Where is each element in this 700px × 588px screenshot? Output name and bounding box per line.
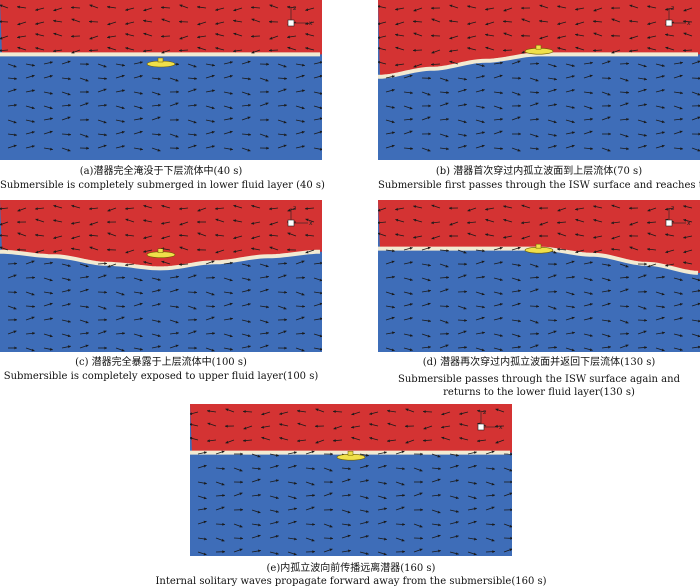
flow-field-c: zx xyxy=(0,200,322,352)
upper-layer xyxy=(0,200,322,269)
submersible xyxy=(146,57,176,68)
caption-en-a: Submersible is completely submerged in l… xyxy=(0,180,325,191)
caption-en-b: Submersible first passes through the ISW… xyxy=(378,180,700,191)
upper-layer xyxy=(0,0,322,55)
svg-text:x: x xyxy=(309,20,313,27)
velocity-vectors xyxy=(0,4,322,152)
upper-layer xyxy=(190,404,512,453)
velocity-vectors xyxy=(378,204,700,352)
velocity-vectors xyxy=(190,408,512,556)
caption-cn-a: (a)潜器完全淹没于下层流体中(40 s) xyxy=(79,166,243,177)
caption-en-c: Submersible is completely exposed to upp… xyxy=(3,371,319,382)
submersible xyxy=(146,248,176,259)
submersible xyxy=(524,44,554,55)
submersible xyxy=(524,243,554,254)
svg-text:z: z xyxy=(671,5,674,12)
upper-layer xyxy=(378,0,700,77)
caption-cn-b: (b) 潜器首次穿过内孤立波面到上层流体(70 s) xyxy=(435,166,643,177)
flow-field-a: zx xyxy=(0,0,322,160)
svg-text:z: z xyxy=(671,205,674,212)
flow-field-b: zx xyxy=(378,0,700,160)
upper-layer xyxy=(378,200,700,273)
svg-text:z: z xyxy=(293,5,296,12)
svg-text:x: x xyxy=(499,424,503,431)
axes-glyph: zx xyxy=(287,5,313,27)
axes-glyph: zx xyxy=(477,409,503,431)
submersible xyxy=(336,450,366,461)
caption-cn-d: (d) 潜器再次穿过内孤立波面并返回下层流体(130 s) xyxy=(422,357,656,368)
svg-text:z: z xyxy=(483,409,486,416)
caption-en-d-line1: Submersible passes through the ISW surfa… xyxy=(398,374,680,385)
flow-field-e: zx xyxy=(190,404,512,556)
axes-glyph: zx xyxy=(665,205,691,227)
svg-text:z: z xyxy=(293,205,296,212)
caption-cn-e: (e)内孤立波向前传播远离潜器(160 s) xyxy=(266,563,436,574)
svg-text:x: x xyxy=(687,220,691,227)
flow-field-d: zx xyxy=(378,200,700,352)
svg-text:x: x xyxy=(309,220,313,227)
velocity-vectors xyxy=(0,204,322,352)
axes-glyph: zx xyxy=(665,5,691,27)
axes-glyph: zx xyxy=(287,205,313,227)
velocity-vectors xyxy=(378,4,700,152)
caption-en-e: Internal solitary waves propagate forwar… xyxy=(155,576,547,587)
caption-cn-c: (c) 潜器完全暴露于上层流体中(100 s) xyxy=(75,357,247,368)
svg-text:x: x xyxy=(687,20,691,27)
caption-en-d-line2: returns to the lower fluid layer(130 s) xyxy=(443,387,635,398)
isw-interface xyxy=(0,249,321,271)
